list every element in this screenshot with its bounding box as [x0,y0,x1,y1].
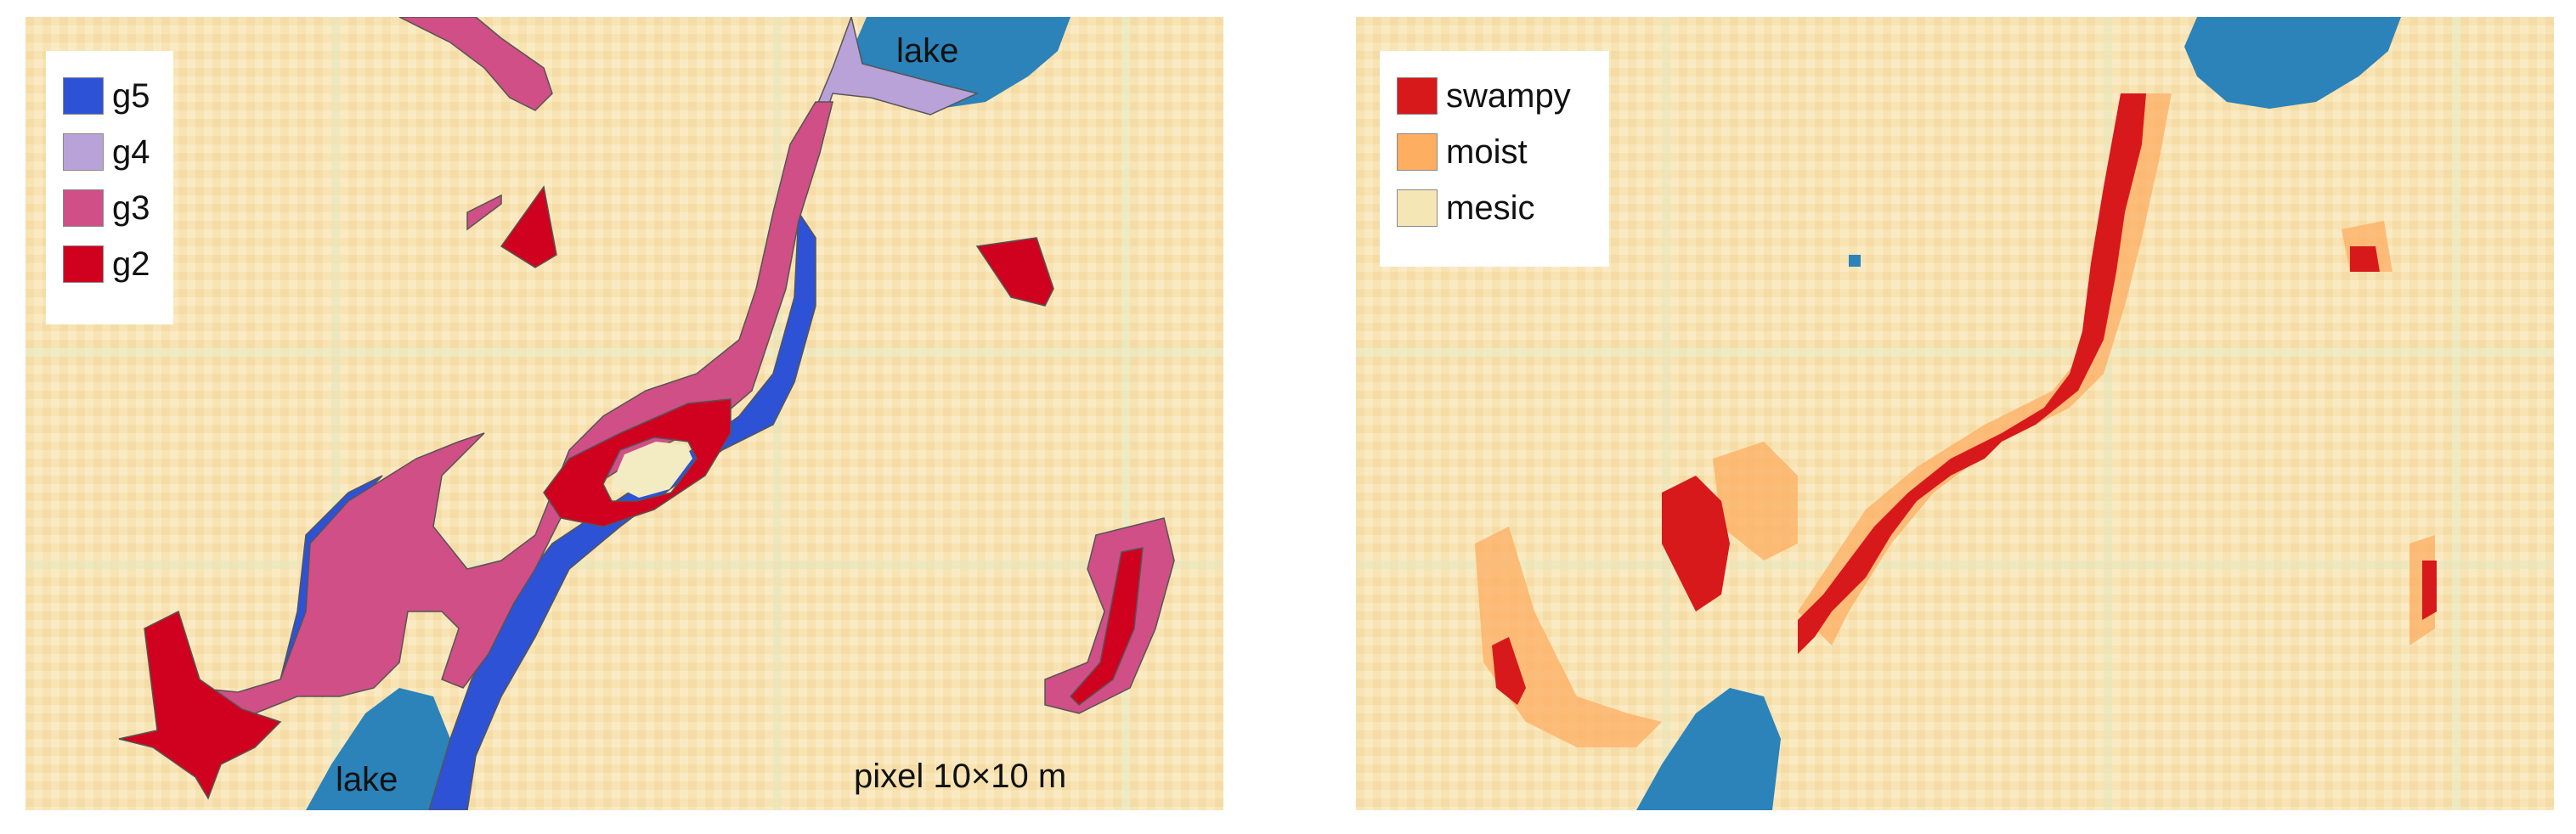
legend-item-g2: g2 [63,236,156,292]
swampy-areas [1492,93,2437,705]
zone-g2-right-strip [1069,547,1144,706]
legend-item-g3: g3 [63,180,156,236]
legend-label-moist: moist [1446,132,1528,171]
ring-inner-island [612,442,692,498]
legend-swatch-moist [1397,133,1438,171]
right-map-panel: swampy moist mesic [1356,17,2554,810]
lake-top-label: lake [896,32,959,70]
legend-label-swampy: swampy [1446,76,1571,115]
legend-swatch-g4 [63,133,104,171]
legend-left: g5 g4 g3 g2 [46,51,173,324]
zone-g2-triangle [500,185,557,268]
legend-item-g4: g4 [63,124,156,180]
legend-label-g5: g5 [112,76,150,115]
lake-bottom [1636,688,1781,810]
legend-right: swampy moist mesic [1380,51,1609,267]
scale-note: pixel 10×10 m [854,758,1067,795]
legend-label-mesic: mesic [1446,189,1535,227]
zone-g3-top-strip [398,17,553,111]
raster-texture [1356,17,2554,810]
left-map [25,17,1223,810]
legend-label-g4: g4 [112,132,150,171]
legend-swatch-mesic [1397,189,1438,227]
legend-swatch-g3 [63,189,104,227]
left-map-panel: g5 g4 g3 g2 lake lake pixel 10×10 m [25,17,1223,810]
legend-swatch-g2 [63,245,104,283]
legend-item-g5: g5 [63,68,156,124]
lake-bottom-label: lake [336,761,398,798]
legend-label-g2: g2 [112,245,150,283]
legend-item-swampy: swampy [1397,68,1592,124]
lake-top [2184,17,2401,109]
lake-bottom [306,688,450,810]
zone-g2-bottom-left [118,610,282,800]
legend-item-moist: moist [1397,124,1592,180]
legend-swatch-swampy [1397,77,1438,115]
legend-label-g3: g3 [112,189,150,227]
legend-item-mesic: mesic [1397,180,1592,236]
legend-swatch-g5 [63,77,104,115]
small-water-pixel [1849,255,1861,267]
zone-g2-right-blob [975,237,1054,307]
zone-g2-ring [543,398,732,527]
